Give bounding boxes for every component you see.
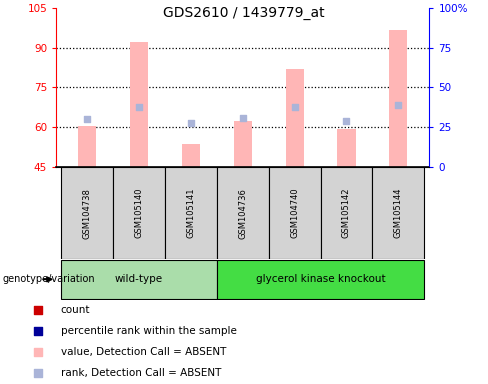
Bar <box>182 144 200 167</box>
Bar <box>269 167 321 259</box>
Bar <box>113 167 165 259</box>
Text: GSM104736: GSM104736 <box>238 188 247 238</box>
Text: glycerol kinase knockout: glycerol kinase knockout <box>256 274 386 285</box>
Point <box>34 328 42 334</box>
Bar <box>61 167 113 259</box>
Text: rank, Detection Call = ABSENT: rank, Detection Call = ABSENT <box>61 368 221 379</box>
Point <box>291 104 299 110</box>
Point <box>135 104 143 110</box>
Text: GDS2610 / 1439779_at: GDS2610 / 1439779_at <box>163 6 325 20</box>
Point <box>83 116 91 122</box>
Text: GSM105140: GSM105140 <box>135 188 143 238</box>
Point <box>34 307 42 313</box>
Point <box>239 115 247 121</box>
Point <box>394 101 402 108</box>
Point <box>34 370 42 376</box>
Bar <box>130 42 148 167</box>
Text: genotype/variation: genotype/variation <box>2 274 95 285</box>
Bar <box>234 121 252 167</box>
Text: GSM104738: GSM104738 <box>83 188 92 238</box>
Text: GSM104740: GSM104740 <box>290 188 299 238</box>
Bar <box>165 167 217 259</box>
Text: wild-type: wild-type <box>115 274 163 285</box>
Point <box>343 118 350 124</box>
Point <box>34 349 42 356</box>
Bar <box>78 126 96 167</box>
Text: value, Detection Call = ABSENT: value, Detection Call = ABSENT <box>61 347 226 358</box>
Text: count: count <box>61 305 90 315</box>
Text: GSM105142: GSM105142 <box>342 188 351 238</box>
Text: percentile rank within the sample: percentile rank within the sample <box>61 326 237 336</box>
Bar <box>61 260 217 299</box>
Text: GSM105141: GSM105141 <box>186 188 195 238</box>
Text: GSM105144: GSM105144 <box>394 188 403 238</box>
Bar <box>337 129 356 167</box>
Point <box>187 120 195 126</box>
Bar <box>217 167 269 259</box>
Bar <box>321 167 372 259</box>
Bar <box>285 69 304 167</box>
Bar <box>372 167 424 259</box>
Bar <box>389 30 407 167</box>
Bar <box>217 260 424 299</box>
